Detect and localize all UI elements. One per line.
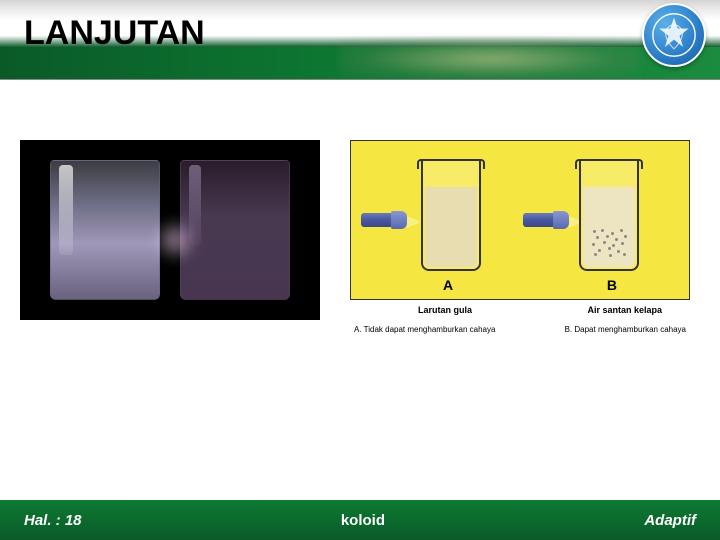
flashlight-b [523,211,573,229]
flashlight-body-icon [523,213,555,227]
footer-page: Hal. : 18 [24,512,82,529]
photo-background [20,140,320,320]
liquid-a [425,187,477,267]
slide-title: LANJUTAN [24,14,205,53]
footer-topic: koloid [82,512,645,529]
footer-tag: Adaptif [644,512,696,529]
flashlight-beam-icon [407,216,421,228]
diagram-label-a: A [443,277,453,293]
slide-header: LANJUTAN [0,0,720,80]
logo-emblem [642,3,706,67]
slide-footer: Hal. : 18 koloid Adaptif [0,500,720,540]
flashlight-head-icon [553,211,569,229]
diagram-caption-a: A. Tidak dapat menghamburkan cahaya [354,325,495,334]
logo-icon [651,12,697,58]
diagram-tyndall: A B Larutan gula Air santan kelapa A. Ti… [350,140,690,360]
photo-beakers [20,140,320,320]
photo-beaker-left [50,160,160,300]
liquid-b [583,187,635,267]
flashlight-a [361,211,411,229]
scatter-dots [589,227,629,257]
diagram-background: A B [350,140,690,300]
diagram-sublabel-b: Air santan kelapa [587,305,662,315]
diagram-caption-b: B. Dapat menghamburkan cahaya [565,325,686,334]
header-texture [340,39,640,79]
diagram-beaker-b [579,161,639,271]
flashlight-head-icon [391,211,407,229]
diagram-label-b: B [607,277,617,293]
diagram-sublabel-a: Larutan gula [418,305,472,315]
photo-light-glow [150,220,200,260]
diagram-beaker-a [421,161,481,271]
flashlight-body-icon [361,213,393,227]
slide-content: A B Larutan gula Air santan kelapa A. Ti… [0,80,720,500]
